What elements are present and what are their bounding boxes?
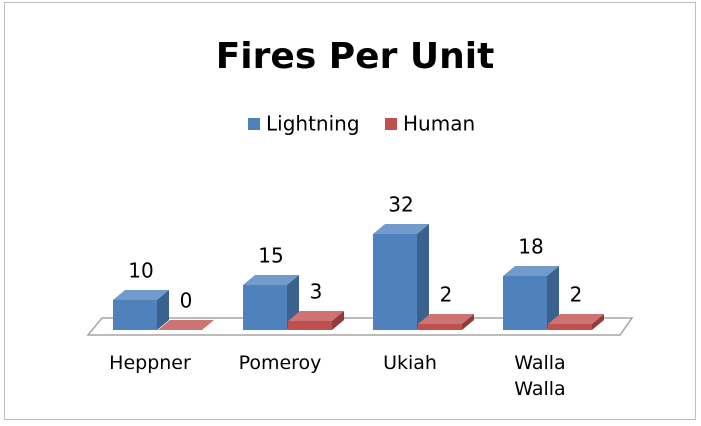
x-tick-label: Ukiah [383, 352, 437, 374]
x-tick-label: Heppner [109, 352, 191, 374]
data-label: 0 [180, 289, 193, 313]
data-label: 32 [388, 193, 413, 217]
bar [548, 314, 604, 330]
floor [86, 317, 634, 336]
chart-frame [4, 2, 696, 420]
legend-label: Human [403, 112, 475, 136]
x-tick-label: Pomeroy [238, 352, 322, 374]
bar [288, 311, 344, 330]
bar [158, 320, 214, 331]
data-label: 2 [440, 283, 453, 307]
data-label: 2 [570, 283, 583, 307]
data-label: 10 [128, 259, 153, 283]
legend-swatch [385, 118, 397, 130]
bar [418, 314, 474, 330]
legend-label: Lightning [266, 112, 360, 136]
bar [373, 224, 429, 330]
chart-title: Fires Per Unit [216, 36, 495, 77]
data-label: 3 [310, 280, 323, 304]
bar [113, 290, 169, 330]
legend-swatch [248, 118, 260, 130]
data-label: 18 [518, 235, 543, 259]
x-tick-label: Walla Walla [514, 352, 566, 400]
data-label: 15 [258, 244, 283, 268]
bar [503, 266, 559, 330]
bar [243, 275, 299, 330]
